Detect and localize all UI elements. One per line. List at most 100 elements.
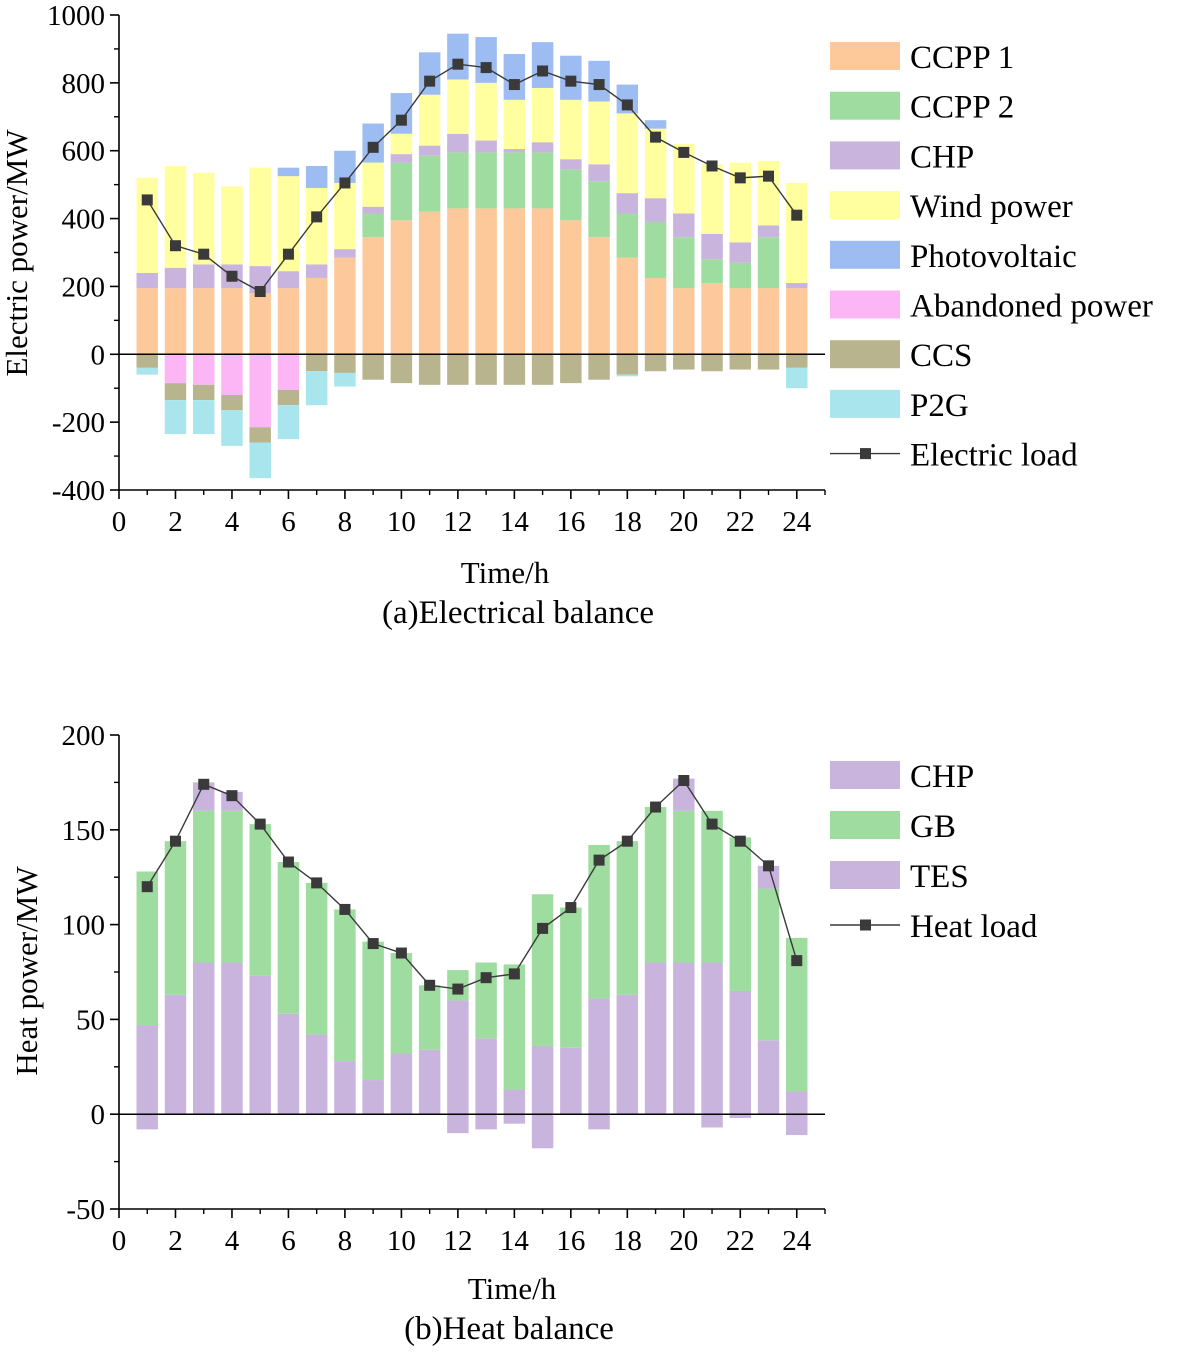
electrical-bar-p2g-8 (334, 372, 356, 387)
electrical-bar-ccpp-2-9 (362, 213, 384, 238)
heat-bar-chp-14 (503, 1089, 526, 1115)
electrical-bar-chp-14 (503, 149, 526, 153)
electrical-bar-wind-power-4 (221, 186, 243, 265)
electrical-bar-ccs-8 (334, 354, 356, 373)
electrical-x-tick-label: 4 (225, 506, 240, 538)
heat-legend-label-chp: CHP (910, 759, 974, 795)
heat-bar-tes-17 (588, 1114, 610, 1130)
heat-load-point-10 (395, 947, 407, 959)
electrical-load-point-9 (367, 141, 379, 153)
heat-load-point-24 (791, 955, 803, 967)
electrical-bar-wind-power-13 (475, 82, 497, 141)
heat-bar-gb-16 (560, 907, 582, 1048)
heat-bar-tes-24 (786, 1114, 808, 1136)
electrical-x-tick-label: 20 (669, 506, 698, 538)
heat-load-point-8 (339, 903, 351, 915)
heat-load-point-16 (565, 902, 577, 914)
heat-load-point-11 (424, 979, 436, 991)
electrical-bar-photovoltaic-14 (503, 54, 526, 100)
electrical-bar-wind-power-21 (701, 164, 723, 234)
heat-bar-tes-15 (531, 1114, 554, 1149)
electrical-legend-swatch-wind-power (830, 191, 900, 220)
electrical-bar-wind-power-5 (249, 167, 271, 267)
electrical-load-point-3 (198, 248, 210, 260)
heat-load-point-9 (367, 938, 379, 950)
electrical-y-tick-label: 600 (62, 136, 106, 168)
electrical-y-tick-label: -400 (52, 475, 105, 507)
heat-bar-gb-23 (757, 888, 780, 1041)
electrical-bar-ccpp-2-17 (588, 181, 610, 238)
heat-caption: (b)Heat balance (404, 1311, 614, 1347)
electrical-bar-wind-power-3 (192, 172, 215, 265)
heat-legend-swatch-tes (830, 861, 900, 889)
electrical-load-point-20 (678, 146, 690, 158)
electrical-bar-photovoltaic-7 (305, 165, 328, 189)
heat-bar-tes-13 (475, 1114, 497, 1130)
heat-bar-tes-14 (503, 1114, 526, 1124)
electrical-load-point-14 (508, 79, 520, 91)
electrical-bar-photovoltaic-11 (418, 52, 441, 95)
heat-bar-chp-9 (362, 1080, 384, 1115)
heat-x-tick-label: 22 (726, 1225, 755, 1257)
electrical-y-tick-label: 1000 (47, 0, 105, 32)
heat-y-tick-label: 150 (62, 815, 106, 847)
electrical-bar-chp-9 (362, 206, 384, 214)
heat-load-point-23 (763, 860, 775, 872)
heat-x-tick-label: 0 (112, 1225, 127, 1257)
electrical-load-point-5 (254, 286, 266, 298)
heat-bar-gb-14 (503, 964, 526, 1090)
heat-bar-tes-1 (136, 1114, 158, 1130)
electrical-bar-ccpp-2-23 (757, 237, 780, 289)
heat-legend-swatch-chp (830, 761, 900, 789)
heat-legend-swatch-gb (830, 811, 900, 839)
heat-load-point-15 (537, 922, 549, 934)
heat-x-tick-label: 2 (168, 1225, 183, 1257)
heat-plot-area (136, 775, 808, 1149)
electrical-bar-chp-18 (616, 193, 639, 214)
heat-load-point-20 (678, 775, 690, 787)
electrical-bar-ccpp-1-8 (334, 257, 356, 355)
electrical-bar-wind-power-7 (305, 188, 328, 265)
electrical-bar-ccpp-2-19 (644, 221, 667, 278)
heat-bar-gb-1 (136, 871, 158, 1026)
electrical-bar-chp-2 (164, 267, 187, 289)
heat-bar-gb-4 (221, 810, 243, 963)
heat-x-tick-label: 6 (281, 1225, 296, 1257)
heat-bar-chp-24 (786, 1091, 808, 1115)
heat-load-point-21 (706, 818, 718, 830)
electrical-load-point-11 (424, 75, 436, 87)
heat-load-point-17 (593, 854, 605, 866)
electrical-load-point-16 (565, 75, 577, 87)
heat-bar-chp-13 (475, 1038, 497, 1115)
electrical-load-point-15 (537, 65, 549, 77)
electrical-y-tick-label: 400 (62, 204, 106, 236)
heat-bar-chp-16 (560, 1047, 582, 1115)
electrical-bar-ccpp-1-6 (277, 288, 300, 355)
electrical-bar-ccs-16 (560, 354, 582, 384)
electrical-bar-p2g-2 (164, 400, 187, 435)
heat-load-line (146, 779, 798, 990)
heat-legend-marker (860, 919, 871, 931)
heat-bar-gb-17 (588, 844, 610, 999)
electrical-bar-ccs-13 (475, 354, 497, 385)
electrical-load-point-21 (706, 160, 718, 172)
heat-y-tick-label: 50 (76, 1004, 105, 1036)
electrical-load-point-19 (650, 131, 662, 143)
electrical-bar-ccs-12 (447, 354, 469, 385)
heat-bar-chp-10 (390, 1053, 413, 1115)
electrical-bar-ccpp-1-22 (729, 288, 752, 355)
heat-load-point-12 (452, 983, 464, 995)
heat-bar-gb-21 (701, 810, 723, 963)
electrical-x-tick-label: 24 (782, 506, 812, 538)
heat-bar-chp-5 (249, 975, 271, 1115)
heat-bar-chp-12 (447, 1000, 469, 1115)
electrical-bar-wind-power-23 (757, 160, 780, 226)
electrical-bar-ccpp-2-10 (390, 162, 413, 221)
electrical-bar-ccpp-1-2 (164, 288, 187, 355)
electrical-bar-ccpp-2-22 (729, 262, 752, 289)
electrical-legend-swatch-ccpp-1 (830, 42, 900, 70)
heat-load-point-14 (508, 968, 520, 980)
electrical-bar-p2g-6 (277, 405, 300, 440)
electrical-bar-p2g-5 (249, 442, 271, 479)
